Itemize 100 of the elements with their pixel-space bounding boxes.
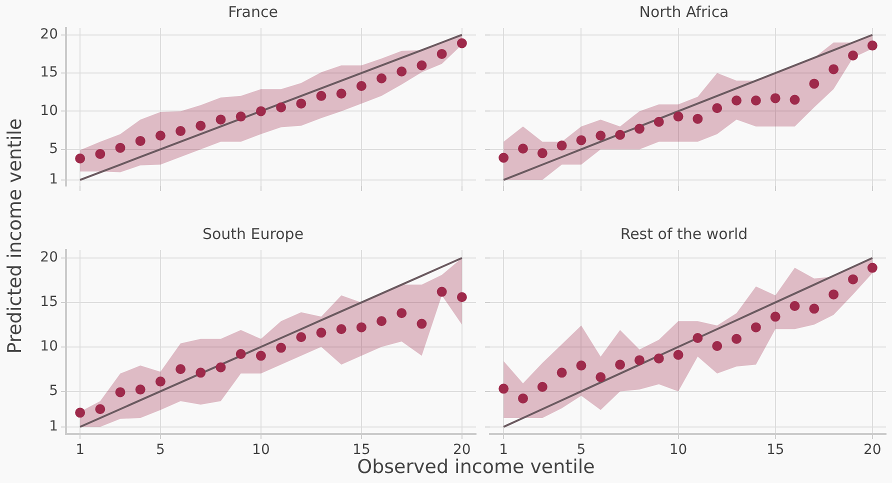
y-tick-label: 5: [49, 382, 58, 399]
point: [673, 350, 684, 360]
x-tick-label: 20: [864, 442, 882, 458]
point: [416, 60, 427, 70]
point: [336, 88, 346, 99]
point: [75, 154, 86, 164]
point: [673, 112, 684, 122]
y-tick-label: 10: [40, 338, 58, 355]
point: [809, 78, 820, 89]
point: [790, 301, 800, 311]
point: [556, 368, 567, 378]
y-tick-label: 15: [40, 294, 58, 310]
point: [518, 393, 528, 404]
point: [436, 286, 447, 297]
chart-title: France: [228, 2, 278, 21]
x-tick-label: 1: [499, 442, 508, 458]
x-axis-title: Observed income ventile: [357, 456, 595, 478]
point: [135, 136, 146, 146]
point: [809, 304, 820, 314]
point: [634, 355, 644, 366]
point: [848, 274, 858, 284]
point: [615, 130, 626, 140]
point: [790, 94, 800, 105]
point: [236, 112, 246, 122]
point: [750, 322, 761, 332]
chart-title: Rest of the world: [620, 224, 748, 243]
point: [732, 334, 742, 344]
point: [537, 382, 548, 392]
point: [256, 350, 266, 361]
point: [692, 114, 703, 124]
x-tick-label: 15: [352, 442, 370, 458]
point: [596, 130, 606, 141]
point: [216, 114, 226, 125]
point: [396, 66, 407, 77]
point: [95, 404, 106, 414]
point: [376, 316, 387, 326]
point: [376, 73, 387, 84]
point: [276, 342, 286, 353]
point: [498, 384, 509, 394]
point: [396, 308, 407, 318]
point: [615, 360, 626, 370]
point: [115, 142, 126, 153]
y-tick-label: 15: [40, 64, 58, 81]
x-tick-label: 20: [453, 442, 471, 458]
point: [732, 96, 742, 106]
point: [828, 289, 839, 300]
point: [296, 332, 306, 342]
point: [75, 408, 86, 418]
point: [356, 81, 366, 92]
x-tick-label: 5: [576, 442, 586, 458]
point: [518, 144, 528, 154]
point: [498, 152, 509, 163]
point: [316, 90, 326, 101]
point: [537, 148, 548, 158]
point: [867, 262, 878, 273]
point: [276, 102, 286, 112]
y-tick-label: 10: [40, 102, 58, 119]
point: [867, 40, 878, 51]
point: [176, 364, 186, 374]
y-tick-label: 5: [49, 141, 58, 158]
point: [556, 140, 567, 151]
point: [712, 341, 722, 351]
y-tick-label: 1: [49, 418, 58, 435]
chart-title: South Europe: [202, 224, 304, 243]
y-tick-label: 20: [40, 26, 58, 43]
point: [770, 312, 780, 322]
point: [712, 103, 722, 114]
x-tick-label: 5: [156, 442, 165, 458]
point: [692, 333, 703, 343]
point: [456, 292, 467, 302]
x-tick-label: 1: [76, 442, 85, 458]
point: [256, 106, 266, 116]
point: [596, 372, 606, 382]
point: [576, 360, 586, 371]
point: [456, 38, 467, 48]
point: [135, 384, 146, 395]
point: [196, 368, 206, 378]
point: [436, 48, 447, 59]
point: [750, 96, 761, 106]
point: [176, 126, 186, 136]
point: [634, 124, 644, 134]
point: [576, 135, 586, 146]
point: [828, 64, 839, 74]
point: [416, 318, 427, 329]
x-tick-label: 10: [252, 442, 270, 458]
point: [336, 324, 346, 334]
y-axis-title: Predicted income ventile: [4, 117, 26, 356]
point: [654, 353, 664, 364]
point: [155, 130, 166, 141]
point: [216, 362, 226, 372]
point: [848, 50, 858, 60]
point: [296, 98, 306, 109]
x-tick-label: 10: [669, 442, 688, 458]
point: [196, 120, 206, 131]
y-tick-label: 20: [40, 250, 58, 266]
point: [356, 322, 366, 332]
point: [236, 349, 246, 359]
chart-title: North Africa: [639, 2, 729, 21]
x-tick-label: 15: [766, 442, 784, 458]
y-tick-label: 1: [49, 172, 58, 188]
